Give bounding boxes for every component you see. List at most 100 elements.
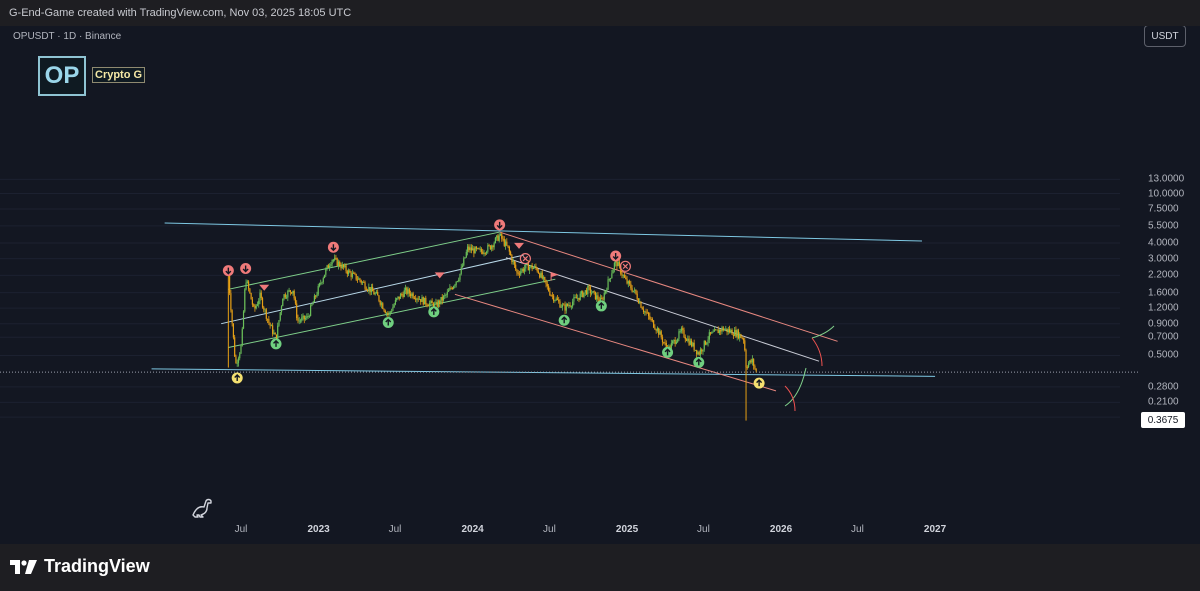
candle-body-323 xyxy=(636,293,638,300)
candle-body-412 xyxy=(749,360,751,364)
candle-body-96 xyxy=(349,270,351,273)
y-tick-label: 3.0000 xyxy=(1148,253,1179,265)
candle-body-29 xyxy=(264,309,266,311)
candle-body-165 xyxy=(436,302,438,307)
candle-body-145 xyxy=(411,293,413,297)
candle-body-343 xyxy=(661,337,664,343)
candle-body-393 xyxy=(725,328,727,330)
author-badge: Crypto G xyxy=(92,67,146,83)
candle-body-262 xyxy=(559,301,561,308)
candle-body-83 xyxy=(332,259,334,261)
candle-body-241 xyxy=(532,267,534,270)
candle-body-396 xyxy=(728,329,731,333)
candle-body-346 xyxy=(665,342,667,348)
candle-body-123 xyxy=(383,308,385,311)
candle-body-2 xyxy=(230,293,232,311)
candle-body-247 xyxy=(540,272,542,278)
candle-body-336 xyxy=(653,320,655,328)
candle-body-374 xyxy=(701,349,703,352)
candle-body-158 xyxy=(427,305,429,307)
op-logo: OP xyxy=(38,56,86,96)
y-tick-label: 7.5000 xyxy=(1148,203,1179,215)
price-chart[interactable] xyxy=(0,26,1200,544)
y-tick-label: 1.6000 xyxy=(1148,287,1179,299)
candle-body-147 xyxy=(413,297,416,299)
candle-body-297 xyxy=(603,292,605,300)
candle-body-176 xyxy=(450,287,452,289)
candle-body-192 xyxy=(470,247,472,251)
candle-body-290 xyxy=(594,291,597,300)
candle-body-271 xyxy=(570,306,572,308)
candle-body-169 xyxy=(441,297,443,301)
tradingview-brand[interactable]: TradingView xyxy=(10,556,150,577)
candle-body-288 xyxy=(592,291,594,294)
candle-body-13 xyxy=(244,289,246,312)
candle-body-23 xyxy=(256,304,259,306)
y-tick-label: 13.0000 xyxy=(1148,173,1185,185)
candle-body-238 xyxy=(528,267,531,271)
candle-body-330 xyxy=(645,311,647,313)
candle-body-375 xyxy=(702,349,704,352)
candle-body-269 xyxy=(568,305,570,306)
candle-body-264 xyxy=(561,304,564,307)
candle-body-79 xyxy=(327,265,329,268)
x-tick-label: Jul xyxy=(234,524,248,535)
price-axis[interactable]: 13.0000 10.0000 7.5000 5.5000 4.0000 3.0000 2.… xyxy=(1120,26,1200,544)
candle-body-10 xyxy=(240,345,242,354)
candle-body-407 xyxy=(742,338,745,341)
candle-body-37 xyxy=(274,332,276,335)
candle-body-266 xyxy=(564,304,566,311)
y-tick-label: 10.0000 xyxy=(1148,188,1185,199)
candle-body-248 xyxy=(541,272,543,279)
y-tick-label: 0.2100 xyxy=(1148,396,1179,408)
candle-body-180 xyxy=(455,281,457,285)
candle-body-41 xyxy=(279,312,281,321)
candle-body-101 xyxy=(355,273,357,280)
candle-body-305 xyxy=(613,262,615,270)
candle-body-27 xyxy=(261,298,264,308)
candle-body-133 xyxy=(396,298,398,301)
candle-body-382 xyxy=(711,332,713,334)
chart-pane[interactable]: OPUSDT · 1D · Binance OP Crypto G USDT 1… xyxy=(0,26,1200,544)
sell-signal-1 xyxy=(240,262,252,274)
projection-arc-down-2 xyxy=(784,385,796,412)
x-tick-label: 2025 xyxy=(615,524,639,535)
candle-body-376 xyxy=(703,340,705,350)
candle-body-320 xyxy=(632,290,634,292)
candle-body-170 xyxy=(442,295,445,301)
candle-body-76 xyxy=(323,274,326,279)
sell-signal-0 xyxy=(222,265,234,277)
candle-body-207 xyxy=(489,245,491,250)
currency-button[interactable]: USDT xyxy=(1144,26,1186,47)
candle-body-142 xyxy=(407,289,409,294)
candle-body-115 xyxy=(373,291,375,295)
candle-body-249 xyxy=(542,277,545,279)
candle-body-33 xyxy=(269,322,271,326)
candle-body-391 xyxy=(722,327,724,331)
candle-body-260 xyxy=(556,298,559,300)
candle-body-395 xyxy=(727,329,729,333)
candle-body-54 xyxy=(296,303,298,319)
candle-body-8 xyxy=(237,358,240,363)
candle-body-66 xyxy=(311,304,313,306)
candle-body-197 xyxy=(477,248,479,249)
candle-body-312 xyxy=(622,275,624,276)
candle-body-275 xyxy=(575,297,578,299)
candle-body-210 xyxy=(493,242,495,248)
candle-body-69 xyxy=(315,295,317,297)
candle-body-118 xyxy=(377,292,379,296)
buy-signal-8 xyxy=(753,377,765,389)
candle-body-149 xyxy=(416,298,418,300)
candle-body-189 xyxy=(466,246,469,252)
candle-body-213 xyxy=(497,235,499,241)
candle-body-178 xyxy=(453,286,455,289)
trendline-falling-channel-bottom xyxy=(454,293,777,392)
candle-body-78 xyxy=(326,265,328,270)
symbol-info[interactable]: OPUSDT · 1D · Binance xyxy=(13,31,122,42)
candle-body-85 xyxy=(335,257,337,259)
candle-body-120 xyxy=(379,301,381,305)
candle-body-161 xyxy=(431,300,433,304)
sell-signal-2 xyxy=(327,241,339,253)
candle-body-74 xyxy=(321,282,323,284)
candle-body-45 xyxy=(284,294,286,298)
